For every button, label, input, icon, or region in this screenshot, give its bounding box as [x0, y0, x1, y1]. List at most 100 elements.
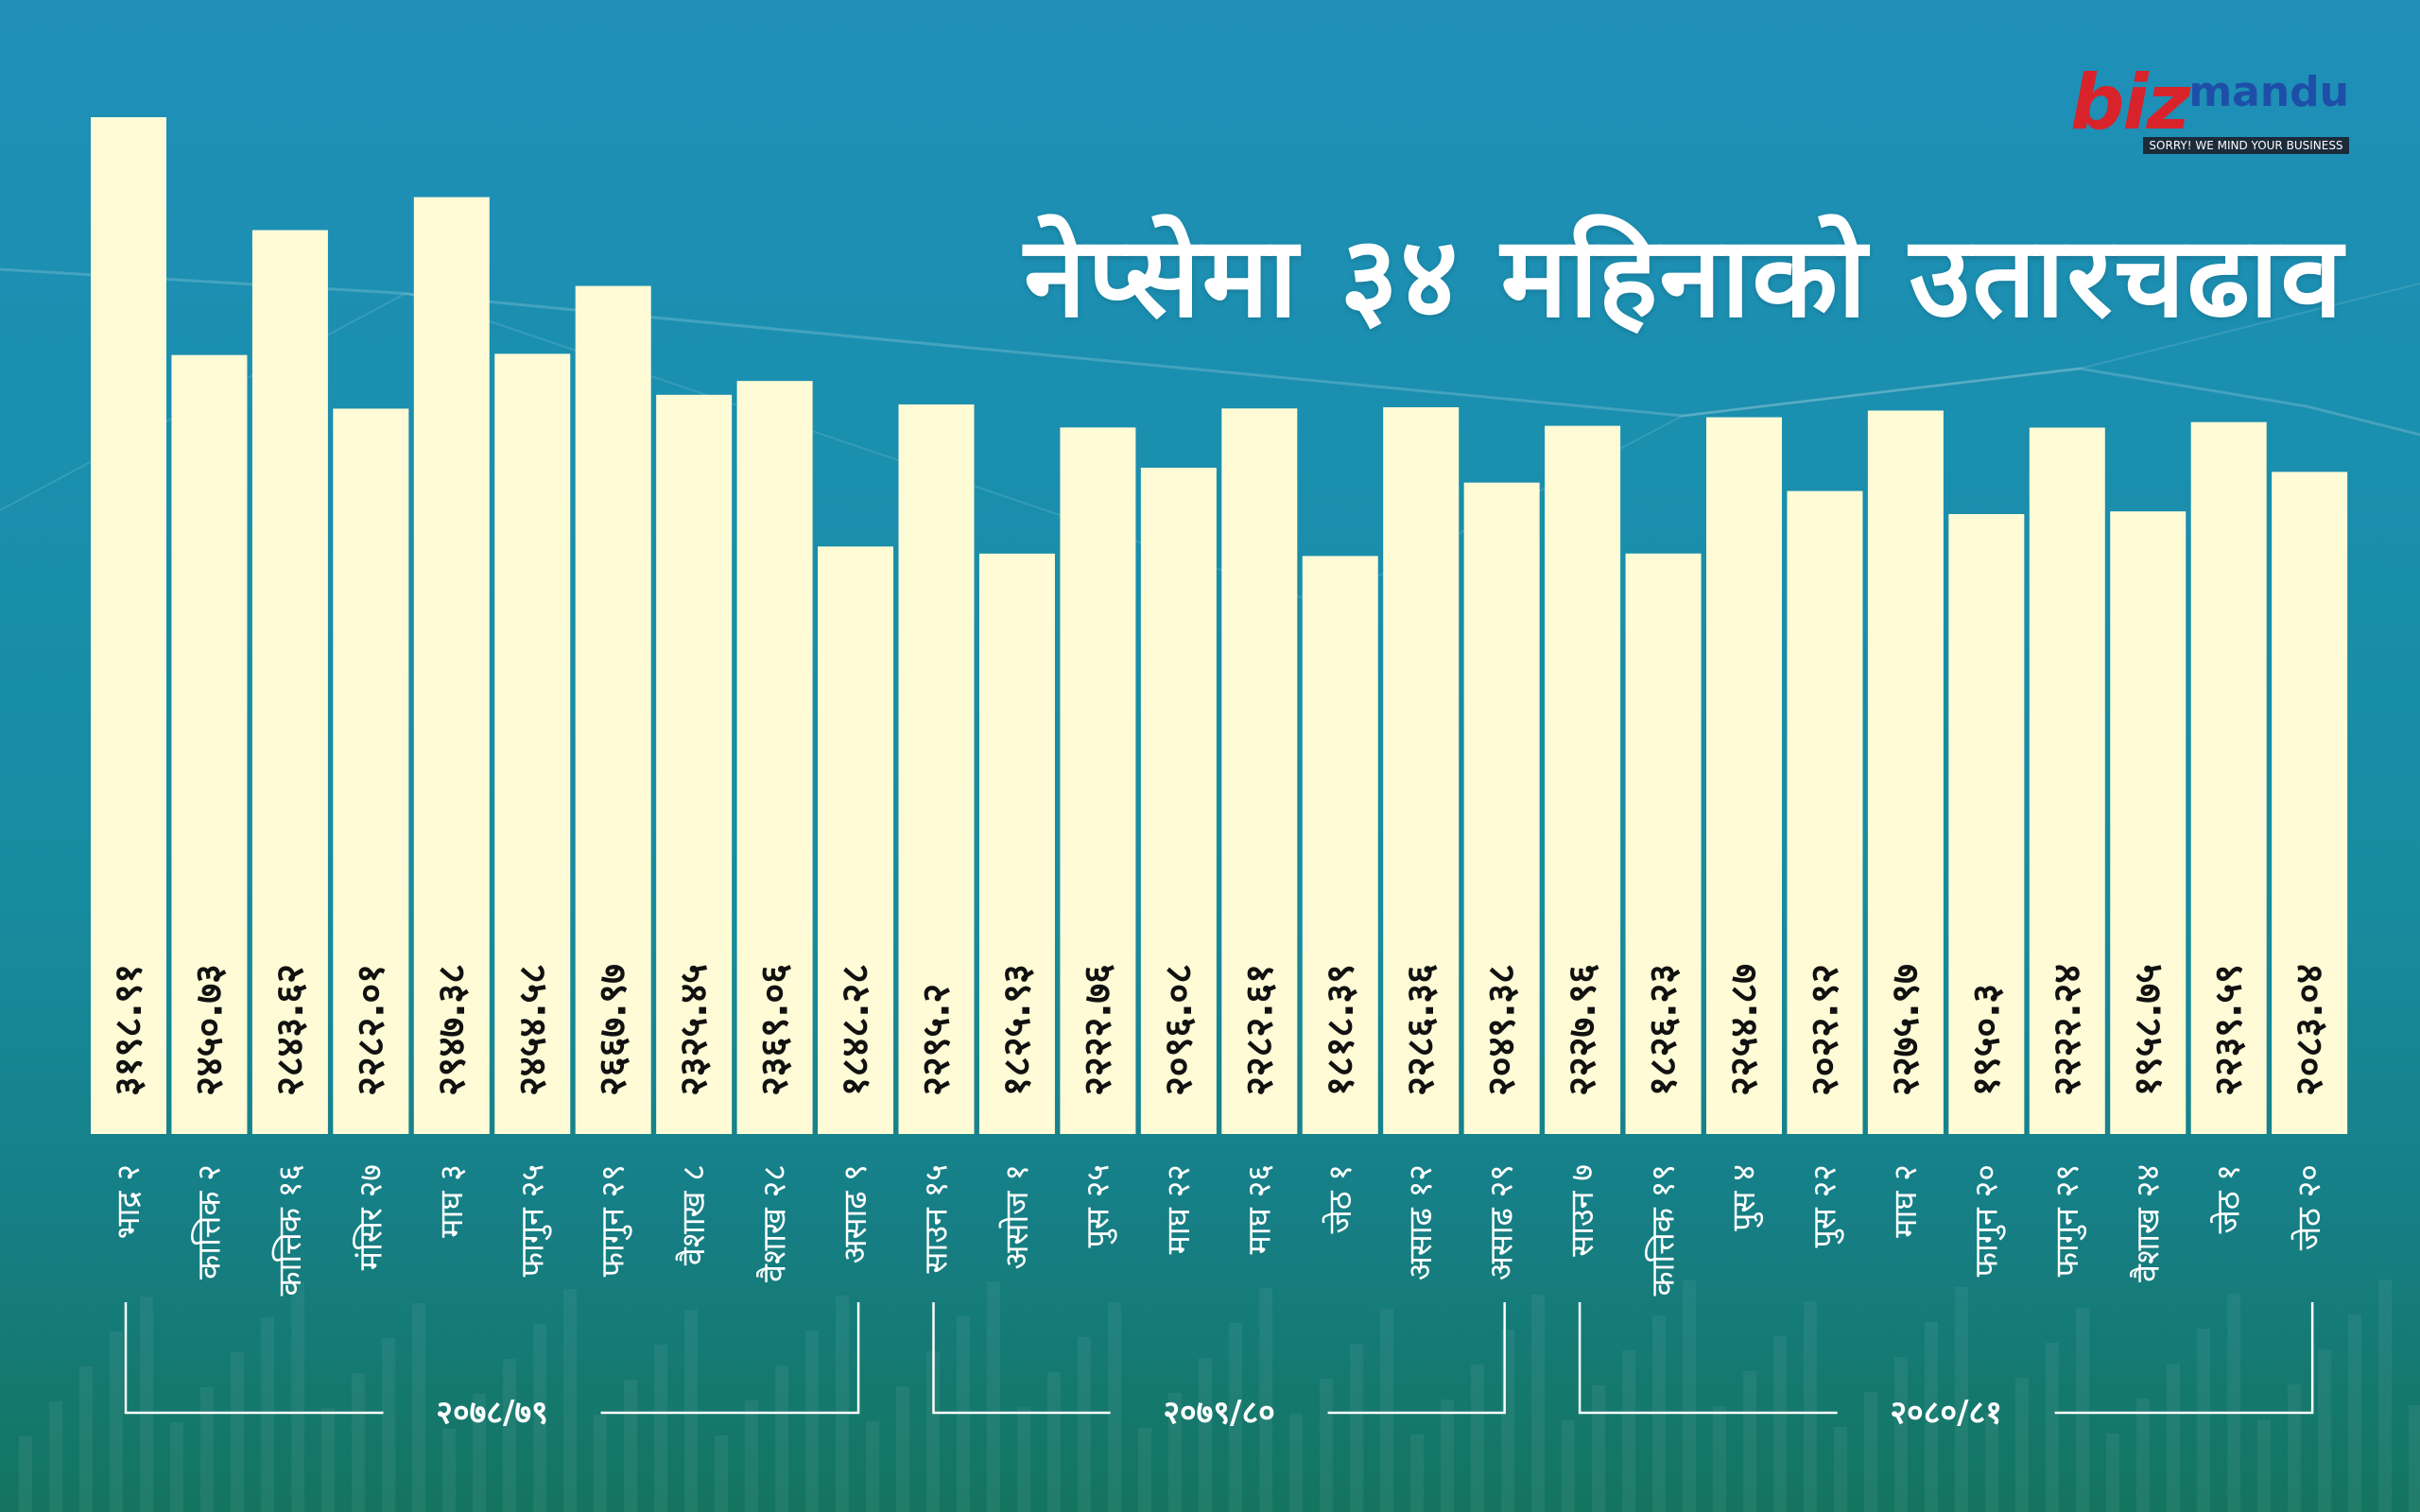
bar: [1625, 553, 1702, 1134]
category-label: वैशाख २४: [2129, 1164, 2167, 1282]
category-label: असाढ १२: [1402, 1164, 1440, 1280]
category-label: वैशाख ८: [675, 1164, 713, 1265]
category-label: पुस २५: [1079, 1164, 1117, 1247]
value-label: २२७५.९७: [1884, 964, 1927, 1096]
bar: [736, 381, 813, 1134]
value-label: २३२५.४५: [672, 964, 716, 1096]
category-label: फागुन २९: [595, 1164, 633, 1277]
value-label: १८२५.९३: [995, 964, 1039, 1096]
value-label: २२८६.३६: [1399, 964, 1443, 1096]
value-label: २९४७.३८: [430, 964, 474, 1096]
category-label: जेठ १: [2210, 1164, 2248, 1233]
value-label: २४५४.५८: [510, 964, 554, 1096]
bar: [333, 408, 409, 1134]
bar: [413, 197, 490, 1134]
value-label: २२२२.७६: [1076, 964, 1119, 1096]
category-label: कात्तिक २: [190, 1164, 228, 1280]
category-label: पुस ४: [1725, 1164, 1764, 1231]
category-label: कात्तिक १९: [1645, 1164, 1683, 1297]
value-label: २२९५.२: [915, 984, 959, 1096]
bar: [978, 553, 1055, 1134]
bar: [2029, 427, 2105, 1134]
value-label: २०९६.०८: [1157, 964, 1201, 1096]
category-label: फागुन २९: [2048, 1164, 2087, 1277]
logo-tagline: SORRY! WE MIND YOUR BUSINESS: [2143, 137, 2349, 154]
category-label: असाढ २९: [1483, 1164, 1521, 1280]
value-label: २२८२.०१: [349, 964, 392, 1096]
value-label: २८४३.६२: [268, 964, 312, 1096]
bar: [1302, 556, 1378, 1134]
bar: [898, 404, 975, 1134]
category-label: साउन १५: [918, 1164, 956, 1273]
category-label: साउन ७: [1564, 1164, 1601, 1257]
category-label: फागुन २०: [1967, 1164, 2006, 1277]
category-label: असोज १: [998, 1164, 1036, 1269]
bar: [91, 117, 166, 1134]
category-label: माघ २२: [1160, 1164, 1198, 1254]
category-label: पुस २२: [1806, 1164, 1844, 1247]
category-label: कात्तिक १६: [271, 1164, 309, 1297]
fiscal-year-brackets-layer: २०७८/७९ २०७९/८० २०८०/८१: [124, 1302, 2314, 1432]
bar: [1221, 408, 1298, 1135]
bar: [171, 354, 248, 1134]
bar: [2110, 511, 2187, 1134]
value-label: २२५४.८७: [1722, 964, 1766, 1096]
value-label: २०२२.९२: [1803, 964, 1846, 1096]
bar: [2272, 472, 2348, 1135]
category-label: असाढ ९: [837, 1164, 874, 1263]
bar: [818, 546, 894, 1134]
category-label: जेठ २०: [2290, 1164, 2328, 1250]
category-label: जेठ १: [1322, 1164, 1359, 1233]
fiscal-year-label: २०८०/८१: [1890, 1394, 2002, 1432]
fiscal-year-bracket: [932, 1302, 1506, 1415]
logo-biz-text: biz: [2070, 59, 2190, 146]
bar: [1867, 410, 1944, 1134]
value-label: १९५८.७५: [2126, 964, 2169, 1096]
value-label: २०४९.३८: [1480, 964, 1524, 1096]
bar: [251, 230, 328, 1135]
value-label: ३१९८.९१: [107, 964, 150, 1096]
fiscal-year-bracket: [124, 1302, 860, 1415]
bar: [1948, 513, 2025, 1134]
value-label: २२३९.५९: [2207, 964, 2251, 1096]
bar: [1140, 467, 1217, 1134]
value-label: १९५०.३: [1964, 984, 2008, 1096]
category-labels-layer: भाद्र २ कात्तिक २ कात्तिक १६ मंसिर २७ माघ ३ फ…: [110, 1164, 2328, 1297]
bar: [494, 353, 571, 1135]
fiscal-year-bracket: [1578, 1302, 2314, 1415]
bar: [1545, 425, 1621, 1135]
category-label: माघ ३: [433, 1164, 471, 1238]
bar: [2190, 421, 2267, 1134]
value-label: २४५०.७३: [187, 964, 231, 1096]
value-label: १८१८.३९: [1319, 964, 1362, 1096]
bar: [1706, 417, 1782, 1134]
logo-mandu-text: mandu: [2188, 68, 2349, 116]
value-label: २०८३.०४: [2288, 964, 2331, 1096]
bar: [1383, 406, 1460, 1135]
value-label: २२२२.२४: [2046, 964, 2089, 1096]
value-labels-layer: ३१९८.९१ २४५०.७३ २८४३.६२ २२८२.०१ २९४७.३८ २४५४.…: [107, 964, 2331, 1096]
category-label: भाद्र २: [110, 1164, 147, 1239]
bar: [1787, 490, 1863, 1134]
value-label: २२२७.९६: [1561, 964, 1604, 1096]
brand-logo: bizmandu SORRY! WE MIND YOUR BUSINESS: [2070, 59, 2349, 154]
category-label: फागुन २५: [513, 1164, 552, 1277]
bars-layer: [91, 117, 2348, 1135]
fiscal-year-label: २०७८/७९: [436, 1394, 548, 1432]
value-label: २३६९.०६: [753, 964, 797, 1096]
category-label: माघ २: [1887, 1164, 1925, 1238]
value-label: १८४८.२८: [834, 964, 877, 1096]
bar: [1060, 427, 1136, 1134]
value-label: १८२६.२३: [1642, 964, 1685, 1096]
chart-title: नेप्सेमा ३४ महिनाको उतारचढाव: [1024, 212, 2344, 342]
bar: [575, 285, 651, 1134]
category-label: मंसिर २७: [352, 1164, 389, 1270]
category-label: वैशाख २८: [756, 1164, 794, 1282]
fiscal-year-label: २०७९/८०: [1163, 1394, 1275, 1432]
value-label: २६६७.९७: [592, 964, 635, 1096]
category-label: माघ २६: [1240, 1164, 1278, 1254]
bar: [1463, 482, 1540, 1135]
